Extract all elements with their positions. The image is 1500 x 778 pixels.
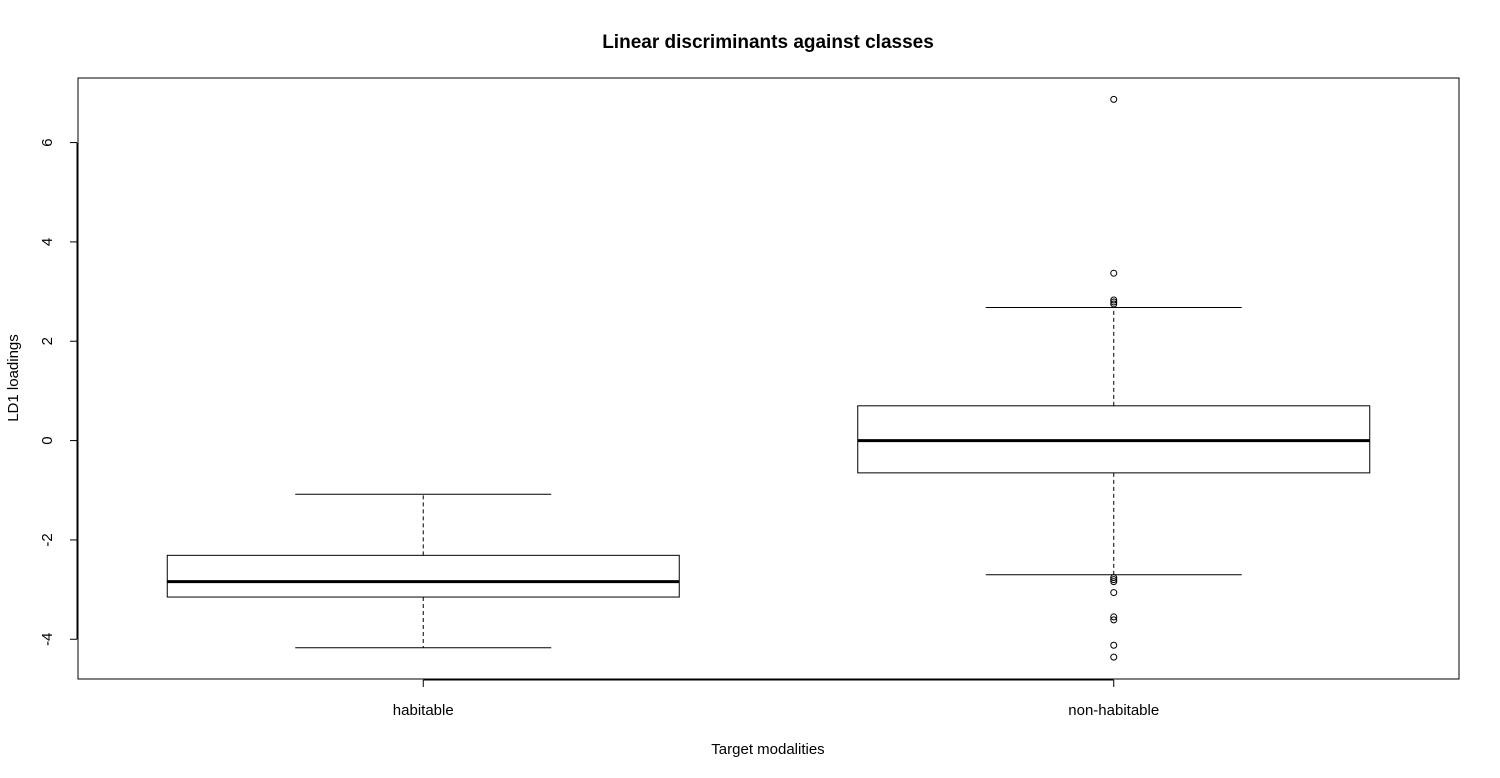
outlier-point — [1110, 589, 1118, 597]
y-tick-label: 0 — [39, 436, 56, 444]
boxplot-habitable — [166, 493, 680, 649]
x-tick-label: habitable — [393, 702, 454, 719]
y-tick-label: -2 — [39, 533, 56, 546]
y-tick-label: -4 — [39, 633, 56, 646]
chart-title: Linear discriminants against classes — [602, 32, 934, 53]
x-tick-label: non-habitable — [1068, 702, 1159, 719]
outlier-point — [1110, 613, 1118, 621]
y-tick-label: 4 — [39, 238, 56, 246]
outlier-point — [1110, 574, 1118, 582]
boxplots — [166, 95, 1371, 661]
iqr-box — [166, 554, 680, 598]
y-axis: -4 -2 0 2 4 6 — [39, 138, 78, 646]
outlier-point — [1110, 296, 1118, 304]
outlier-point — [1110, 576, 1118, 584]
x-axis: habitable non-habitable — [393, 679, 1159, 719]
y-tick-label: 6 — [39, 138, 56, 146]
y-tick-label: 2 — [39, 337, 56, 345]
outlier-point — [1110, 616, 1118, 624]
outlier-point — [1110, 95, 1118, 103]
outlier-point — [1110, 641, 1118, 649]
outlier-point — [1110, 300, 1118, 308]
boxplot-non-habitable — [857, 95, 1371, 661]
plot-frame — [77, 77, 1460, 680]
y-axis-label: LD1 loadings — [5, 334, 22, 422]
outlier-point — [1110, 653, 1118, 661]
outlier-point — [1110, 269, 1118, 277]
outlier-point — [1110, 578, 1118, 586]
outlier-point — [1110, 298, 1118, 306]
x-axis-label: Target modalities — [711, 741, 824, 758]
